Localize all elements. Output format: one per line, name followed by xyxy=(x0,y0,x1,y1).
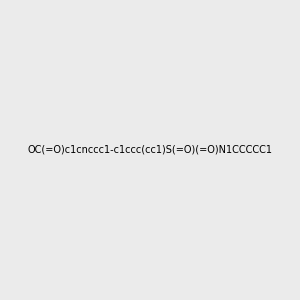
Text: OC(=O)c1cnccc1-c1ccc(cc1)S(=O)(=O)N1CCCCC1: OC(=O)c1cnccc1-c1ccc(cc1)S(=O)(=O)N1CCCC… xyxy=(28,145,272,155)
